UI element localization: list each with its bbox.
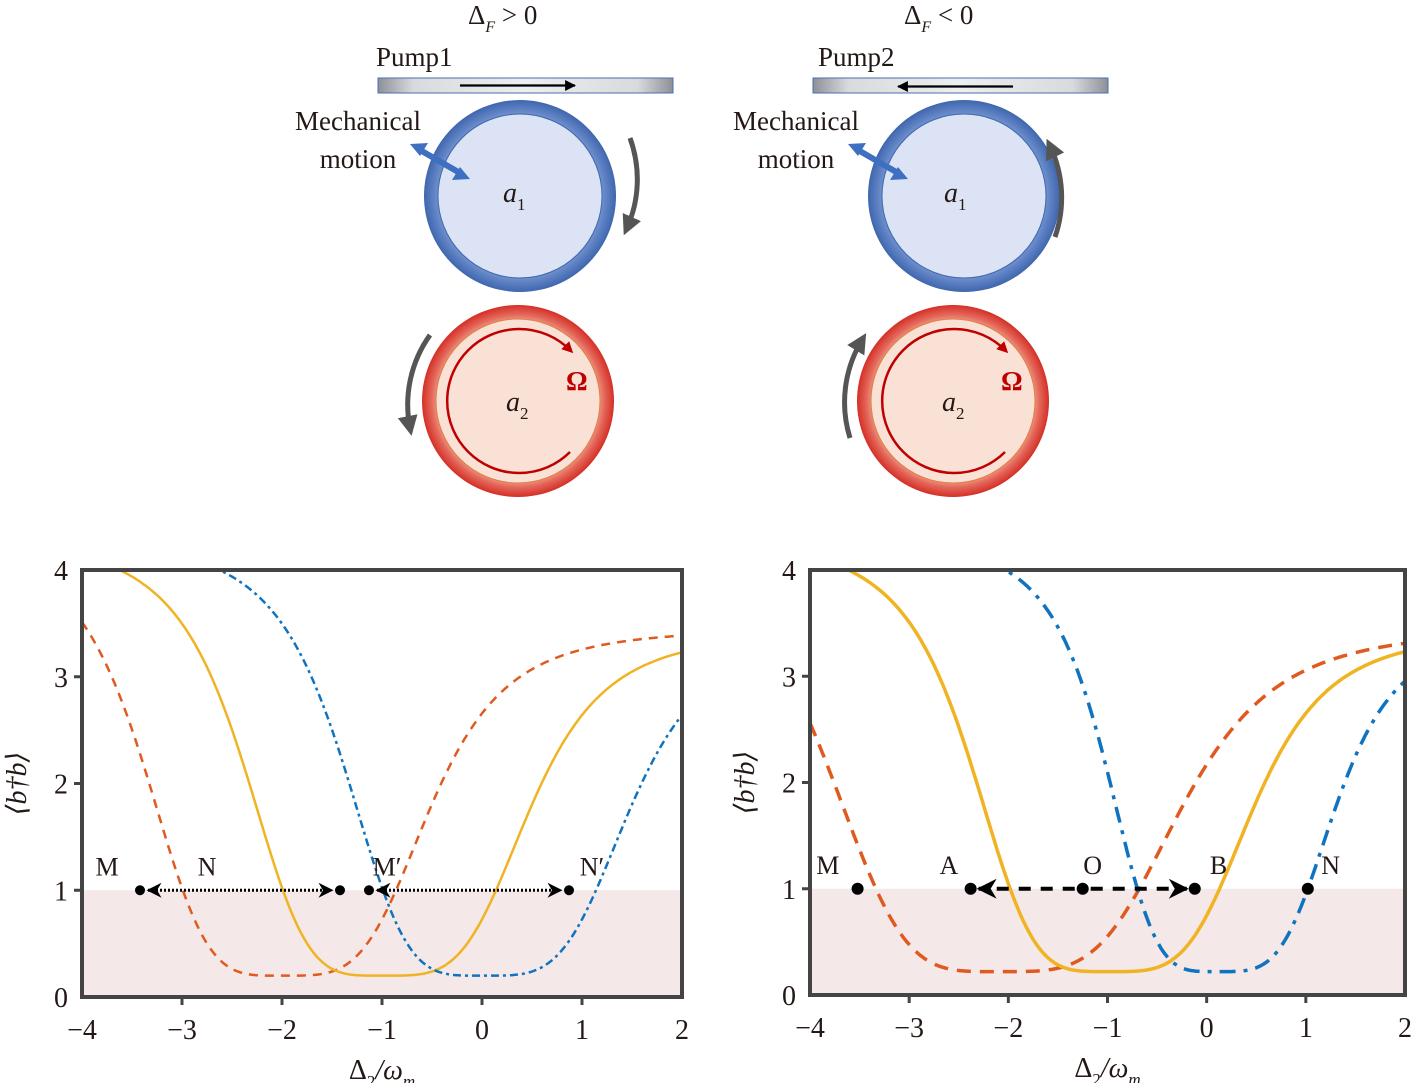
ring1-rotation-arrow-icon bbox=[622, 137, 642, 236]
y-axis-label: ⟨b†b⟩ bbox=[730, 751, 761, 815]
x-tick-label: 2 bbox=[1398, 1013, 1412, 1044]
series-line-yellow-solid bbox=[844, 570, 1405, 974]
mechanical-motion-arrow-icon bbox=[410, 143, 470, 180]
x-tick-label: −4 bbox=[67, 1015, 97, 1046]
x-tick-label: −3 bbox=[894, 1013, 924, 1044]
ring1-rotation-arrow-icon bbox=[1046, 138, 1065, 238]
x-tick-label: 0 bbox=[1200, 1013, 1214, 1044]
x-tick-label: 2 bbox=[675, 1015, 689, 1046]
y-tick-label: 2 bbox=[782, 769, 796, 800]
schematic-panel-2: ΔF < 0 Pump2 Mechanical motion a1 Ω a2 bbox=[733, 0, 1109, 497]
mechanical-motion-arrow-icon bbox=[848, 143, 908, 180]
series-line-orange-dashed bbox=[810, 641, 1405, 974]
series-line-blue-dashdot bbox=[1002, 570, 1405, 974]
omega-rotation-arrow-icon bbox=[445, 327, 574, 475]
point-label: N bbox=[1321, 851, 1340, 880]
x-tick-label: −2 bbox=[267, 1015, 297, 1046]
point-label: M bbox=[95, 852, 118, 881]
y-tick-label: 2 bbox=[54, 770, 68, 801]
y-tick-label: 0 bbox=[782, 981, 796, 1012]
x-axis-label: Δ2/ωm bbox=[1074, 1053, 1140, 1083]
y-tick-label: 0 bbox=[54, 983, 68, 1014]
omega-label: Ω bbox=[1001, 366, 1023, 396]
x-tick-label: 1 bbox=[1299, 1013, 1313, 1044]
ring2-rotation-arrow-icon bbox=[397, 333, 433, 436]
x-tick-label: −1 bbox=[1093, 1013, 1123, 1044]
point-N′ bbox=[564, 885, 574, 896]
point-A bbox=[964, 882, 977, 895]
mechanical-motion-label: Mechanical bbox=[295, 106, 421, 136]
x-tick-label: −3 bbox=[167, 1015, 197, 1046]
point-label: B bbox=[1210, 851, 1227, 880]
omega-rotation-arrow-icon bbox=[880, 327, 1009, 475]
x-tick-label: 1 bbox=[575, 1015, 589, 1046]
x-tick-label: −2 bbox=[993, 1013, 1023, 1044]
series-line-yellow-solid bbox=[116, 570, 682, 977]
x-axis-label: Δ2/ωm bbox=[349, 1055, 415, 1083]
mechanical-motion-label-2: motion bbox=[320, 144, 397, 174]
chart-right: M A O B N −4 −3 −2 −1 0 1 2 0 1 2 3 4 Δ2/ωm ⟨b†b⟩ bbox=[730, 556, 1412, 1083]
mechanical-motion-label-2: motion bbox=[758, 144, 835, 174]
point-label: M bbox=[816, 851, 839, 880]
y-tick-label: 3 bbox=[54, 663, 68, 694]
point-M bbox=[851, 882, 864, 895]
condition-label: ΔF < 0 bbox=[904, 0, 973, 36]
schematic: ΔF > 0 Pump1 Mechanical motion a1 Ω a2 Δ… bbox=[295, 0, 1109, 497]
omega-label: Ω bbox=[566, 366, 588, 396]
shaded-region-below-1 bbox=[810, 888, 1405, 995]
point-label: N bbox=[198, 852, 217, 881]
point-label: O bbox=[1083, 851, 1102, 880]
point-N bbox=[1301, 882, 1314, 895]
ring2-label: a2 bbox=[942, 387, 965, 423]
y-tick-label: 1 bbox=[54, 876, 68, 907]
point-B bbox=[1188, 882, 1201, 895]
mechanical-motion-label: Mechanical bbox=[733, 106, 859, 136]
point-O bbox=[1076, 882, 1089, 895]
y-tick-label: 3 bbox=[782, 662, 796, 693]
condition-label: ΔF > 0 bbox=[468, 0, 537, 36]
ring1-label: a1 bbox=[503, 178, 526, 214]
pump-label: Pump1 bbox=[376, 42, 453, 72]
y-tick-label: 4 bbox=[54, 556, 68, 587]
ring2-label: a2 bbox=[506, 387, 529, 423]
point-label: N′ bbox=[580, 852, 604, 881]
ring2-rotation-arrow-icon bbox=[842, 333, 867, 439]
pump-label: Pump2 bbox=[818, 42, 895, 72]
schematic-panel-1: ΔF > 0 Pump1 Mechanical motion a1 Ω a2 bbox=[295, 0, 674, 497]
point-N bbox=[335, 885, 345, 896]
x-tick-label: 0 bbox=[475, 1015, 489, 1046]
point-label: A bbox=[939, 851, 958, 880]
shaded-region-below-1 bbox=[82, 890, 682, 997]
ring1-label: a1 bbox=[944, 178, 967, 214]
point-M′ bbox=[364, 885, 374, 896]
x-tick-label: −4 bbox=[795, 1013, 825, 1044]
y-axis-label: ⟨b†b⟩ bbox=[2, 752, 33, 816]
x-tick-label: −1 bbox=[367, 1015, 397, 1046]
chart-left: M N M′ N′ −4 −3 −2 −1 0 1 2 0 1 2 3 4 Δ2/ωm ⟨b†b⟩ bbox=[2, 556, 689, 1083]
point-M bbox=[135, 885, 145, 896]
y-tick-label: 4 bbox=[782, 556, 796, 587]
point-label: M′ bbox=[373, 852, 402, 881]
y-tick-label: 1 bbox=[782, 875, 796, 906]
